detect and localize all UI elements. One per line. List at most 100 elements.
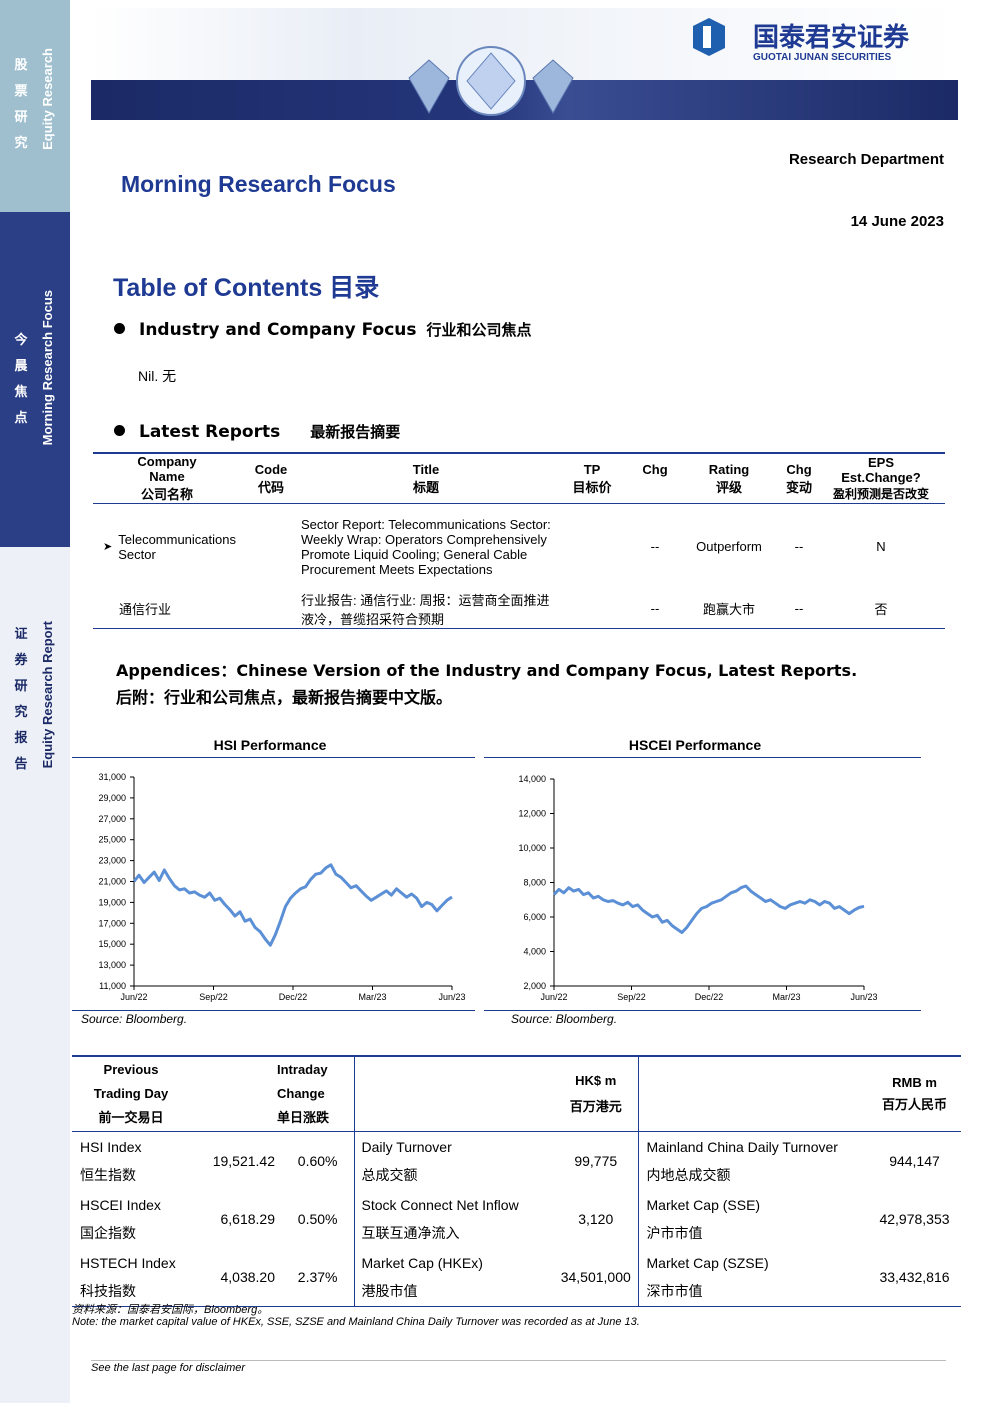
index-prev: 19,521.42 [212, 1153, 275, 1169]
col-chg2: Chg 变动 [785, 461, 812, 495]
hsi-chart-title: HSI Performance [213, 737, 327, 753]
sidebar-cjk-3: 证券研究报告 [14, 626, 28, 771]
x-tick-label: Jun/23 [438, 992, 465, 1002]
hsi-source: Source: Bloomberg. [81, 1012, 188, 1026]
index-name: HSCEI Index 国企指数 [80, 1197, 161, 1241]
col-blank2 [354, 1056, 554, 1132]
y-tick-label: 14,000 [518, 774, 546, 784]
row-eps-cn: 否 [874, 602, 888, 617]
row-chg2: -- [794, 539, 804, 555]
row-company: ➤ Telecommunications Sector [103, 531, 236, 562]
col-blank3 [638, 1056, 868, 1132]
footer-rule [91, 1360, 946, 1361]
row-company-cn: 通信行业 [119, 602, 172, 617]
metric-rmb: 944,147 [889, 1153, 940, 1169]
hscei-source: Source: Bloomberg. [511, 1012, 618, 1026]
y-tick-label: 10,000 [518, 843, 546, 853]
metric-hkd: 3,120 [554, 1190, 639, 1248]
sidebar-cjk-1: 股票研究 [14, 57, 28, 150]
y-tick-label: 23,000 [98, 856, 126, 866]
logo-icon [693, 18, 725, 56]
col-prev: Previous Trading Day 前一交易日 [93, 1062, 169, 1125]
sidebar-equity-research: 股票研究 Equity Research [0, 0, 70, 212]
index-name: HSTECH Index 科技指数 [80, 1255, 176, 1299]
index-change: 0.50% [276, 1190, 355, 1248]
index-name: HSI Index 恒生指数 [80, 1139, 142, 1183]
table-header-row: Company Name 公司名称 Code 代码 Title 标题 TP 目标价 Chg… [93, 453, 945, 504]
x-tick-label: Jun/22 [120, 992, 147, 1002]
index-change: 0.60% [276, 1131, 355, 1190]
hsi-chart-rule [72, 757, 475, 758]
hscei-chart-title: HSCEI Performance [628, 737, 762, 753]
x-tick-label: Dec/22 [695, 992, 724, 1002]
y-tick-label: 15,000 [98, 939, 126, 949]
y-tick-label: 8,000 [523, 878, 546, 888]
x-tick-label: Mar/23 [772, 992, 800, 1002]
report-date: 14 June 2023 [850, 213, 944, 230]
latest-reports-table: Company Name 公司名称 Code 代码 Title 标题 TP 目标价 Chg… [93, 452, 945, 629]
sidebar-label-1: Equity Research [40, 48, 55, 150]
y-tick-label: 6,000 [523, 912, 546, 922]
y-tick-label: 17,000 [98, 918, 126, 928]
market-summary-table: Previous Trading Day 前一交易日 Intraday Change 单… [72, 1055, 961, 1307]
y-tick-label: 29,000 [98, 793, 126, 803]
metric-rmb-name: Mainland China Daily Turnover 内地总成交额 [646, 1139, 838, 1183]
market-source: 资料来源：国泰君安国际，Bloomberg。 [72, 1304, 269, 1316]
series-line [552, 884, 865, 934]
hsi-chart: 31,000 29,000 27,000 25,000 23,000 21,000 19,0… [98, 772, 465, 1002]
footer-disclaimer: See the last page for disclaimer [91, 1362, 246, 1374]
page-title: Morning Research Focus [121, 171, 396, 197]
row-tp-cn [551, 590, 633, 629]
metric-rmb-name: Market Cap (SZSE) 深市市值 [646, 1255, 769, 1299]
row-title: Sector Report: Telecommunications Sector… [301, 516, 551, 577]
col-blank [190, 1056, 276, 1132]
col-title: Title 标题 [412, 461, 440, 495]
col-hkd: HK$ m 百万港元 [554, 1056, 639, 1132]
row-code [241, 504, 301, 590]
bullet-icon [114, 424, 125, 436]
y-tick-label: 4,000 [523, 947, 546, 957]
table-row: ➤ Telecommunications Sector Sector Report… [93, 504, 945, 590]
x-tick-label: Sep/22 [617, 992, 646, 1002]
department-label: Research Department [788, 151, 944, 168]
row-chg-cn: -- [650, 601, 660, 616]
col-chg: Chg [642, 462, 668, 477]
row-tp [551, 504, 633, 590]
section-latest-reports: Latest Reports 最新报告摘要 [114, 421, 400, 442]
y-tick-label: 12,000 [518, 809, 546, 819]
x-tick-label: Jun/22 [540, 992, 567, 1002]
metric-name: Daily Turnover 总成交额 [361, 1139, 452, 1183]
toc-title: Table of Contents 目录 [113, 274, 380, 302]
appendix-en: Appendices：Chinese Version of the Indust… [116, 661, 858, 680]
y-tick-label: 25,000 [98, 835, 126, 845]
col-code: Code 代码 [254, 461, 288, 495]
index-prev: 6,618.29 [220, 1211, 276, 1227]
sidebar-morning-focus: 今晨焦点 Morning Research Focus [0, 212, 70, 547]
row-rating-cn: 跑赢大市 [702, 602, 755, 617]
col-rmb: RMB m 百万人民币 [881, 1075, 947, 1112]
y-tick-label: 13,000 [98, 960, 126, 970]
series-line [132, 863, 453, 947]
index-change: 2.37% [276, 1248, 355, 1307]
row-code-cn [241, 590, 301, 629]
hsi-chart-rule-bottom [72, 1010, 475, 1011]
logo-en: GUOTAI JUNAN SECURITIES [753, 52, 891, 63]
metric-name: Stock Connect Net Inflow 互联互通净流入 [361, 1197, 519, 1241]
col-company: Company Name 公司名称 [137, 454, 197, 502]
y-tick-label: 2,000 [523, 981, 546, 991]
x-tick-label: Jun/23 [850, 992, 877, 1002]
y-tick-label: 11,000 [99, 981, 126, 991]
y-tick-label: 19,000 [98, 897, 126, 907]
market-note: Note: the market capital value of HKEx, … [72, 1316, 640, 1328]
col-tp: TP 目标价 [572, 461, 612, 495]
metric-hkd: 99,775 [554, 1131, 639, 1190]
col-intraday: Intraday Change 单日涨跌 [276, 1056, 355, 1132]
row-title-cn: 行业报告: 通信行业: 周报：运营商全面推进液冷，普缆招采符合预期 [301, 592, 550, 627]
header-banner: 国泰君安证券 GUOTAI JUNAN SECURITIES [91, 8, 958, 120]
hscei-chart-rule [484, 757, 921, 758]
x-tick-label: Sep/22 [199, 992, 228, 1002]
metric-rmb: 42,978,353 [879, 1211, 950, 1227]
logo-cn: 国泰君安证券 [753, 22, 910, 52]
table-row: HSI Index 恒生指数 19,521.42 0.60% Daily Turn… [72, 1131, 961, 1190]
sidebar-cjk-2: 今晨焦点 [14, 332, 28, 425]
